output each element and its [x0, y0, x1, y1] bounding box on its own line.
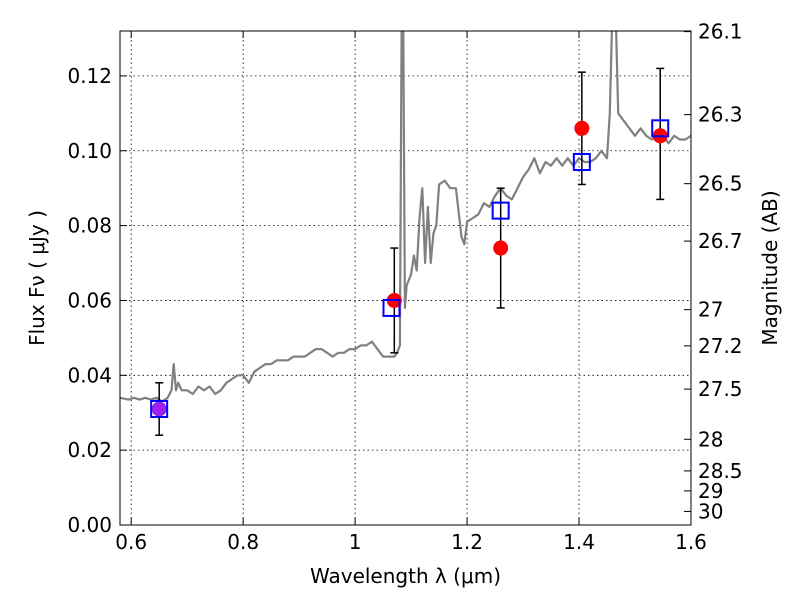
- plot-frame: [119, 30, 692, 526]
- y2-tick-label: 28: [698, 427, 723, 451]
- y-tick-label: 0.10: [67, 139, 112, 163]
- y2-tick-label: 27.5: [698, 377, 743, 401]
- y2-tick-label: 30: [698, 499, 723, 523]
- observed-point: [151, 401, 167, 417]
- y-tick-label: 0.02: [67, 438, 112, 462]
- y-axis-label: Flux Fν ( μJy ): [25, 210, 49, 346]
- y2-tick-label: 26.1: [698, 20, 743, 44]
- y-tick-label: 0.04: [67, 363, 112, 387]
- y2-tick-label: 29: [698, 479, 723, 503]
- model-point: [382, 298, 401, 317]
- model-point: [572, 152, 591, 171]
- x-tick-label: 0.6: [115, 530, 147, 554]
- y2-tick-label: 26.7: [698, 229, 743, 253]
- model-point: [651, 119, 670, 138]
- x-tick-label: 1.6: [675, 530, 707, 554]
- y2-tick-label: 28.5: [698, 459, 743, 483]
- y-tick-label: 0.00: [67, 513, 112, 537]
- y2-tick-label: 27: [698, 298, 723, 322]
- y2-tick-label: 26.3: [698, 103, 743, 127]
- axis-ticks: [120, 31, 692, 526]
- y-tick-labels: 0.00 0.02 0.04 0.06 0.08 0.10 0.12: [67, 64, 112, 537]
- x-tick-labels: 0.6 0.8 1 1.2 1.4 1.6: [115, 530, 707, 554]
- template-spectrum: [120, 31, 691, 403]
- observed-point: [574, 120, 590, 136]
- y2-axis-label: Magnitude (AB): [758, 190, 782, 345]
- model-point: [150, 399, 169, 418]
- x-tick-label: 1.4: [563, 530, 595, 554]
- y2-tick-label: 26.5: [698, 172, 743, 196]
- model-point: [491, 201, 510, 220]
- y2-tick-label: 27.2: [698, 334, 743, 358]
- x-tick-label: 1: [349, 530, 362, 554]
- observed-point: [493, 240, 509, 256]
- x-tick-label: 1.2: [451, 530, 483, 554]
- model-points: [150, 119, 670, 418]
- y-tick-label: 0.08: [67, 214, 112, 238]
- x-tick-label: 0.8: [227, 530, 259, 554]
- y-tick-label: 0.06: [67, 288, 112, 312]
- x-axis-label: Wavelength λ (μm): [310, 564, 501, 588]
- y-tick-label: 0.12: [67, 64, 112, 88]
- template-spectrum-line: [120, 31, 691, 403]
